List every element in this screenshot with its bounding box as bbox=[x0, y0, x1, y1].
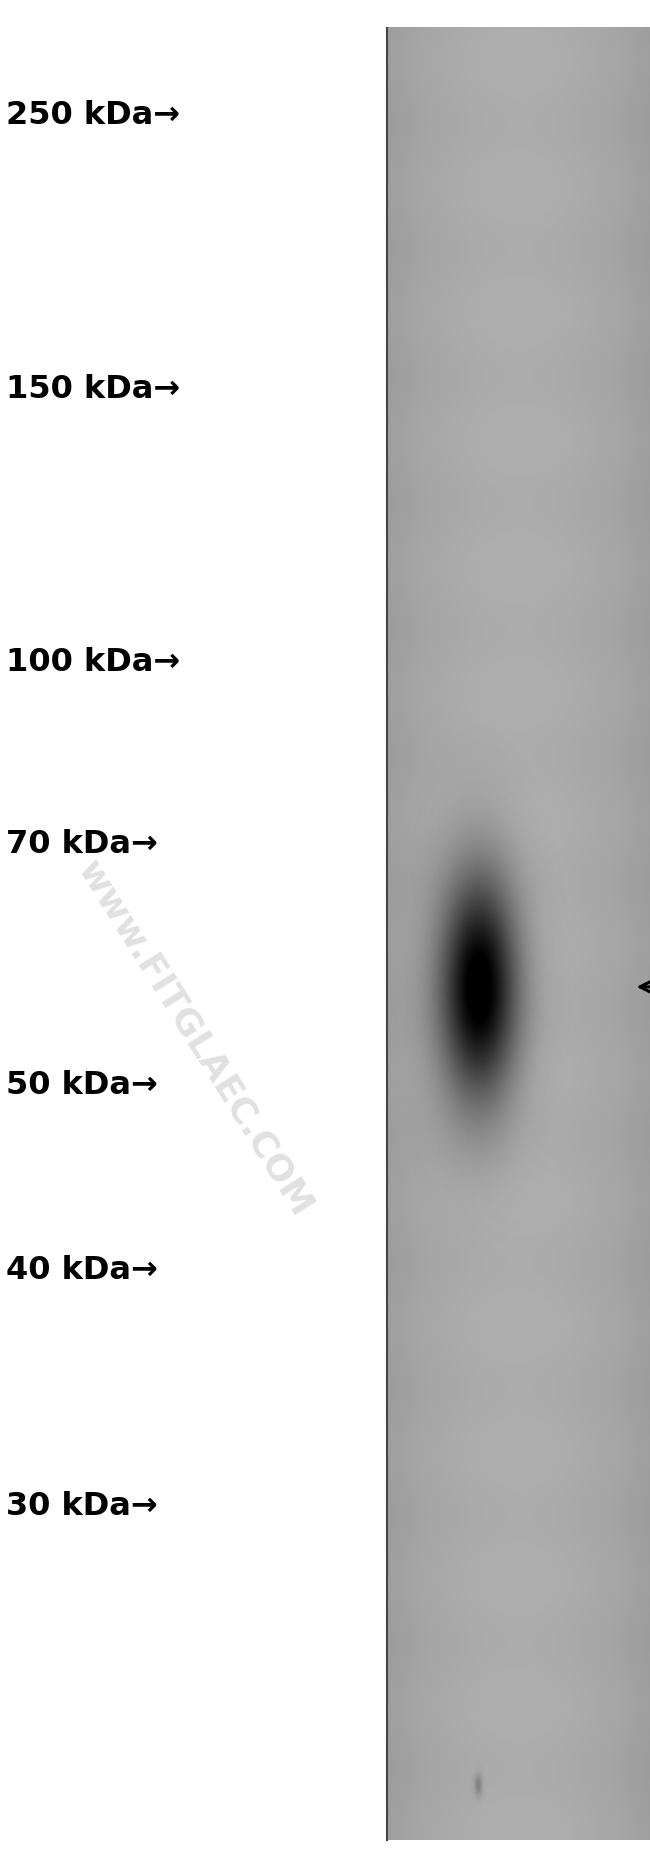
Text: www.FITGLAEC.COM: www.FITGLAEC.COM bbox=[72, 855, 318, 1222]
Text: 70 kDa→: 70 kDa→ bbox=[6, 829, 159, 859]
Text: 150 kDa→: 150 kDa→ bbox=[6, 375, 181, 404]
Text: 40 kDa→: 40 kDa→ bbox=[6, 1256, 159, 1286]
Text: 30 kDa→: 30 kDa→ bbox=[6, 1491, 158, 1521]
Text: 50 kDa→: 50 kDa→ bbox=[6, 1070, 159, 1100]
Text: 250 kDa→: 250 kDa→ bbox=[6, 100, 181, 130]
Text: 100 kDa→: 100 kDa→ bbox=[6, 647, 181, 677]
